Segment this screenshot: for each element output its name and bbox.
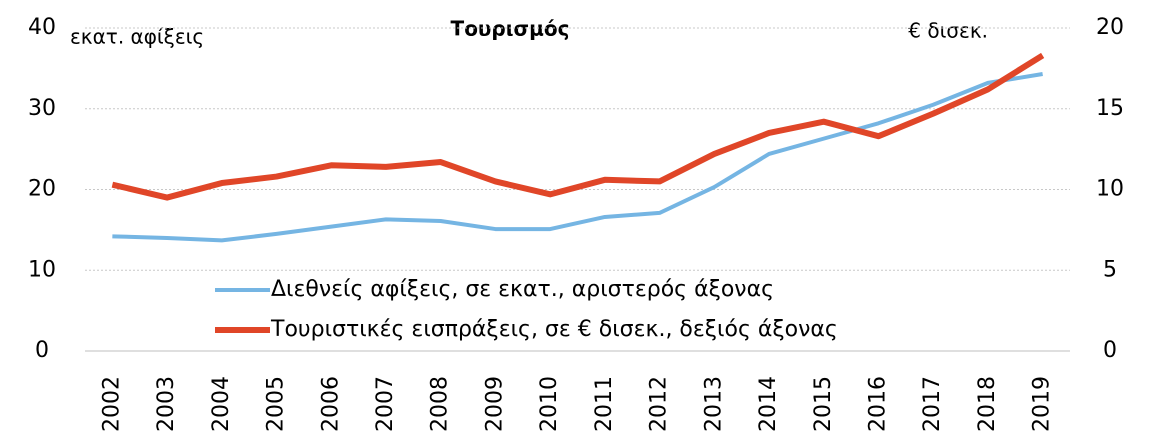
series-line	[112, 72, 1043, 243]
y-tick-label: 0	[35, 338, 49, 363]
y2-tick-label: 0	[1103, 338, 1117, 363]
series-line	[111, 52, 1045, 201]
y2-tick-label: 20	[1096, 15, 1124, 40]
x-tick-label: 2016	[865, 376, 890, 432]
x-tick-label: 2002	[99, 376, 124, 432]
y-tick-label: 10	[28, 257, 56, 282]
y-tick-label: 20	[28, 177, 56, 202]
x-tick-label: 2017	[920, 376, 945, 432]
x-tick-label: 2011	[592, 376, 617, 432]
y2-tick-label: 5	[1103, 257, 1117, 282]
legend-label: Τουριστικές εισπράξεις, σε € δισεκ., δεξ…	[270, 317, 838, 342]
x-tick-label: 2013	[701, 376, 726, 432]
y2-axis-label: € δισεκ.	[908, 19, 988, 43]
x-tick-label: 2008	[428, 376, 453, 432]
legend-label: Διεθνείς αφίξεις, σε εκατ., αριστερός άξ…	[271, 277, 774, 302]
y-tick-label: 40	[28, 15, 56, 40]
y2-tick-label: 15	[1096, 96, 1124, 121]
x-tick-label: 2004	[209, 376, 234, 432]
x-tick-label: 2012	[647, 376, 672, 432]
y-tick-label: 30	[28, 96, 56, 121]
x-tick-label: 2006	[318, 376, 343, 432]
x-tick-label: 2018	[975, 376, 1000, 432]
y2-tick-label: 10	[1096, 177, 1124, 202]
x-tick-label: 2019	[1030, 376, 1055, 432]
x-tick-label: 2003	[154, 376, 179, 432]
x-tick-label: 2005	[264, 376, 289, 432]
x-tick-label: 2007	[373, 376, 398, 432]
x-tick-label: 2014	[756, 376, 781, 432]
x-tick-label: 2015	[811, 376, 836, 432]
x-tick-label: 2009	[482, 376, 507, 432]
x-tick-label: 2010	[537, 376, 562, 432]
